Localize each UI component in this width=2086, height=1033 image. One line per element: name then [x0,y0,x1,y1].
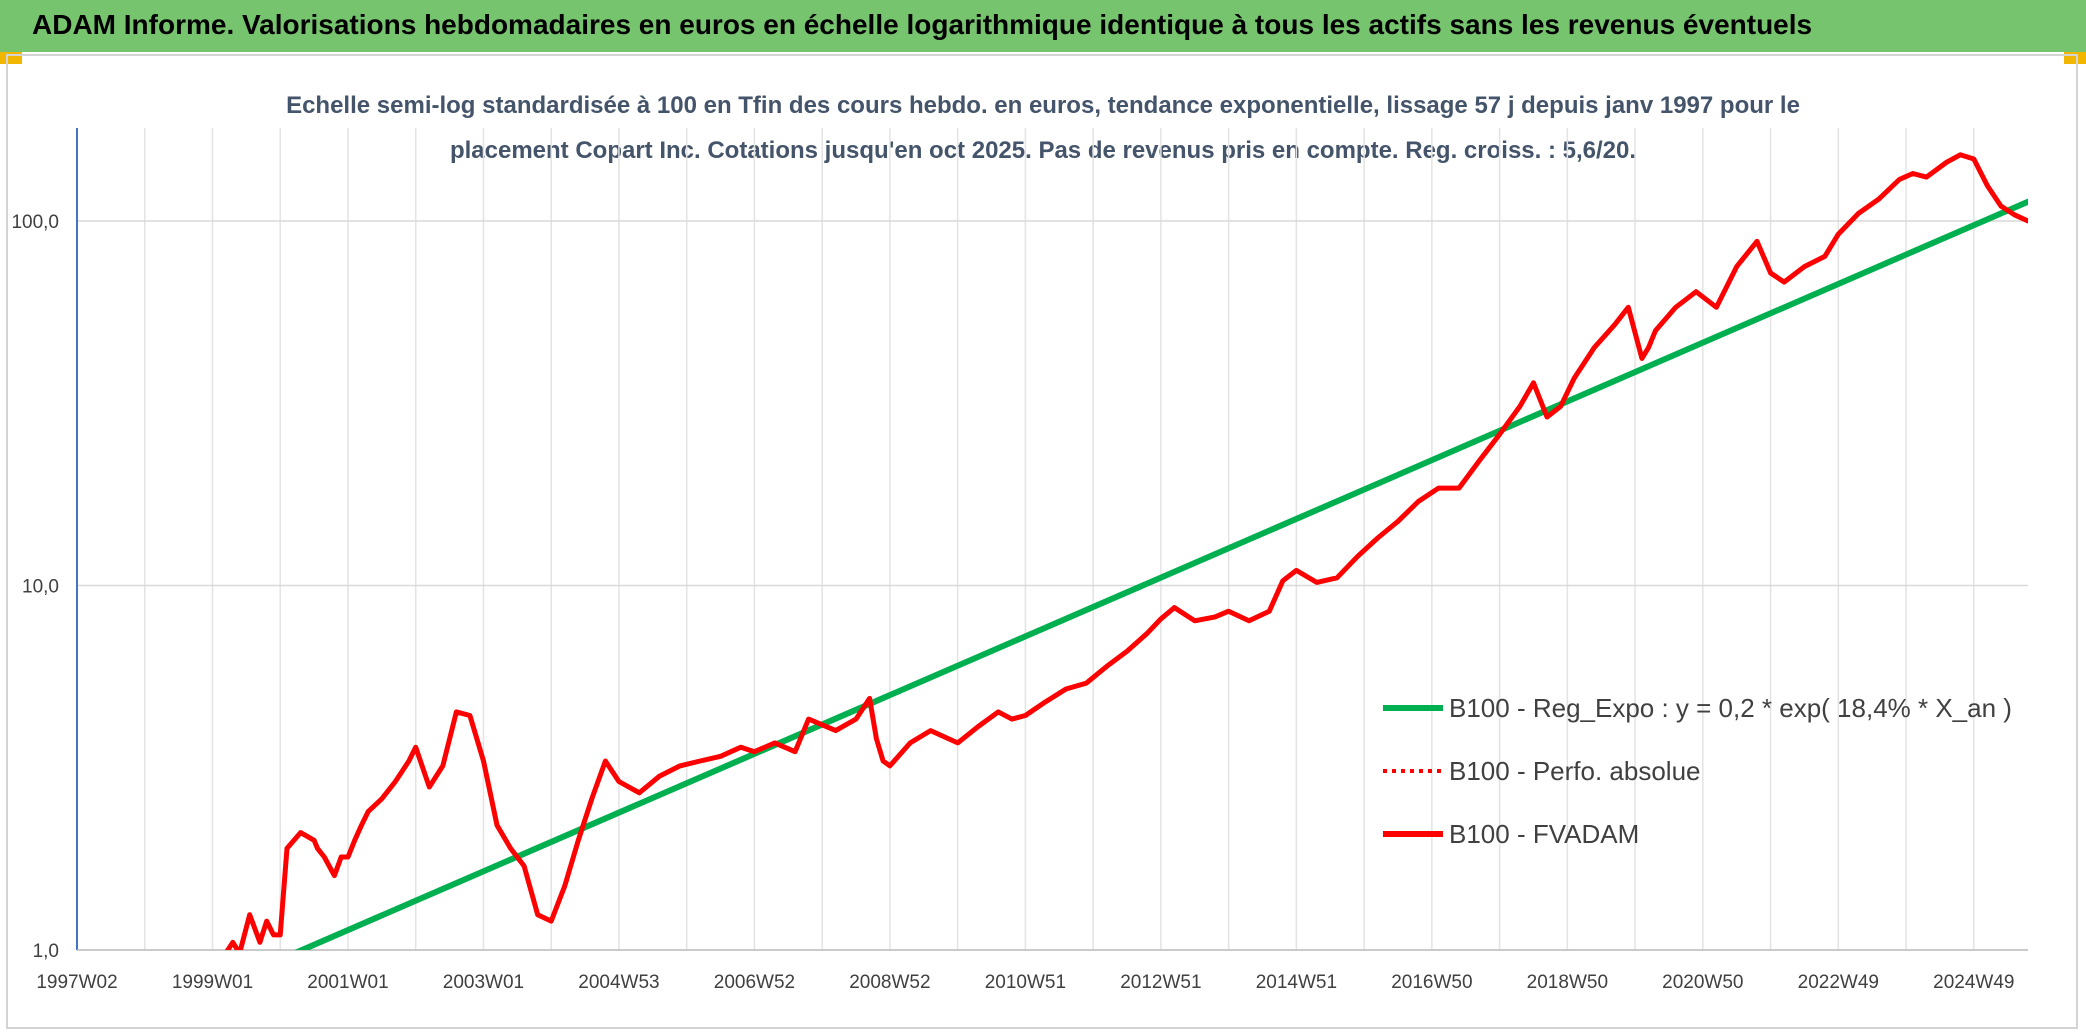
x-tick-label: 2020W50 [1662,972,1743,993]
chart-subtitle-line-1: Echelle semi-log standardisée à 100 en T… [286,92,1800,119]
report-title: ADAM Informe. Valorisations hebdomadaire… [32,9,1813,40]
y-tick-label: 1,0 [33,941,59,962]
report-header: ADAM Informe. Valorisations hebdomadaire… [0,0,2086,52]
x-tick-label: 1999W01 [172,972,253,993]
axes: 1,0 10,0 100,0 1997W02 1999W01 2001W01 2003W01… [11,128,2028,993]
chart-subtitle-line-2: placement Copart Inc. Cotations jusqu'en… [450,137,1636,164]
chart-frame [6,54,2078,1029]
legend: B100 - Reg_Expo : y = 0,2 * exp( 18,4% *… [1383,693,2012,849]
x-tick-label: 2018W50 [1527,972,1608,993]
x-tick-label: 2014W51 [1256,972,1337,993]
x-tick-label: 2022W49 [1798,972,1879,993]
fvadam-series [224,152,2028,950]
x-tick-label: 2008W52 [849,972,930,993]
x-tick-label: 2012W51 [1120,972,1201,993]
x-tick-label: 2001W01 [307,972,388,993]
x-tick-label: 2006W52 [714,972,795,993]
x-tick-label: 2016W50 [1391,972,1472,993]
grid [77,128,2028,951]
x-tick-label: 2003W01 [443,972,524,993]
legend-entry-label: B100 - FVADAM [1449,819,1639,849]
legend-entry-label: B100 - Perfo. absolue [1449,756,1701,786]
x-tick-label: 2004W53 [578,972,659,993]
y-tick-label: 100,0 [11,212,59,233]
x-tick-label: 1997W02 [36,972,117,993]
y-tick-label: 10,0 [22,577,59,598]
legend-entry-label: B100 - Reg_Expo : y = 0,2 * exp( 18,4% *… [1449,693,2012,723]
plot-series [224,152,2028,950]
trend-line-series [294,198,2028,950]
x-tick-label: 2010W51 [985,972,1066,993]
x-tick-label: 2024W49 [1933,972,2014,993]
